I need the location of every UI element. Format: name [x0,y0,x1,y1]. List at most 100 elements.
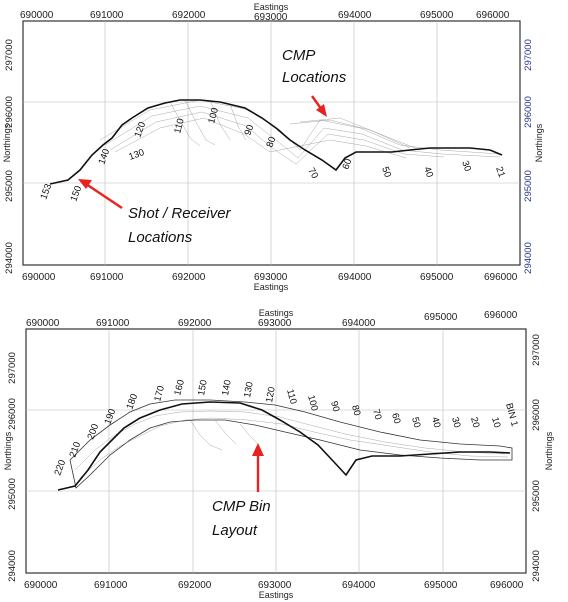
top-northings-label-right: Northings [534,123,544,162]
tick-label: 690000 [26,318,60,329]
station-label: 90 [242,123,256,137]
annotation-line-1: CMP [282,47,315,64]
tick-label: 696000 [484,310,518,321]
top-northings-ticks-left: 297000 296000 295000 294000 [4,39,15,274]
bin-label: 190 [102,407,118,426]
tick-label: 691000 [90,10,124,21]
tick-label: 695000 [424,312,458,323]
station-label: 80 [264,135,278,149]
top-eastings-label-top: Eastings [254,2,289,12]
station-label: 60 [340,157,354,171]
station-label: 130 [127,147,146,163]
tick-label: 297000 [7,352,18,384]
tick-label: 696000 [476,10,510,21]
bin-label: 90 [328,400,341,413]
bin-label: 60 [389,412,402,425]
bin-label: 40 [429,416,442,429]
cmp-locations-annotation: CMP Locations [282,47,347,117]
station-label: 50 [379,165,393,179]
bin-label: 130 [242,381,256,399]
shot-receiver-annotation: Shot / Receiver Locations [78,179,232,246]
arrowhead [78,179,92,189]
tick-label: 690000 [24,580,58,591]
station-label: 150 [68,184,84,203]
tick-label: 694000 [338,272,372,283]
tick-label: 295000 [523,170,534,202]
tick-label: 297000 [523,39,534,71]
bin-label: 200 [85,422,101,441]
bin-label: 220 [52,458,68,477]
tick-label: 693000 [254,272,288,283]
top-map: Eastings Eastings Northings Northings 69… [2,2,544,292]
top-cmp-scatter [99,99,501,165]
tick-label: 694000 [338,10,372,21]
tick-label: 691000 [96,318,130,329]
station-label: 140 [96,147,112,166]
bin-label: 20 [468,416,481,429]
tick-label: 693000 [258,580,292,591]
bottom-bin-labels: 220 210 200 190 180 170 160 150 140 130 … [52,379,519,477]
tick-label: 690000 [20,10,54,21]
bin-label: 170 [152,385,167,403]
arrowhead [316,104,327,117]
tick-label: 294000 [523,242,534,274]
tick-label: 295000 [4,170,15,202]
bottom-eastings-label-top: Eastings [259,308,294,318]
tick-label: 296000 [523,96,534,128]
bottom-map-grid [26,329,526,573]
annotation-line-2: Layout [212,522,258,539]
cmp-bin-annotation: CMP Bin Layout [212,443,271,539]
station-label: 120 [132,120,148,139]
tick-label: 692000 [172,272,206,283]
tick-label: 695000 [420,10,454,21]
bottom-eastings-ticks-bottom: 690000 691000 692000 693000 694000 69500… [24,580,524,591]
top-eastings-label-bottom: Eastings [254,282,289,292]
tick-label: 694000 [342,318,376,329]
station-label: 110 [172,117,187,134]
bin-label: 100 [305,394,320,412]
station-label: 21 [493,165,507,179]
station-label: 40 [421,165,435,179]
tick-label: 295000 [7,478,18,510]
bin-label: 180 [124,392,140,411]
annotation-line-1: Shot / Receiver [128,205,232,222]
bin-label: 140 [220,379,234,397]
tick-label: 294000 [4,242,15,274]
bottom-northings-ticks-left: 297000 296000 295000 294000 [7,352,18,582]
tick-label: 690000 [22,272,56,283]
tick-label: 296000 [531,399,542,431]
top-map-frame [22,20,521,266]
tick-label: 693000 [258,318,292,329]
tick-label: 693000 [254,12,288,23]
tick-label: 694000 [342,580,376,591]
tick-label: 691000 [90,272,124,283]
top-station-labels: 153 150 140 130 120 110 100 90 80 70 60 … [38,107,507,203]
tick-label: 691000 [94,580,128,591]
bottom-northings-ticks-right: 297000 296000 295000 294000 [531,334,542,582]
top-northings-label-left: Northings [2,123,12,162]
tick-label: 692000 [178,580,212,591]
tick-label: 295000 [531,480,542,512]
tick-label: 297000 [531,334,542,366]
annotation-arrow [85,183,123,209]
station-label: 100 [206,107,221,125]
top-northings-ticks-right: 297000 296000 295000 294000 [523,39,534,274]
tick-label: 695000 [424,580,458,591]
bottom-northings-label-right: Northings [544,431,554,470]
bin-label: 50 [409,416,422,429]
tick-label: 692000 [178,318,212,329]
bottom-eastings-ticks-top: 690000 691000 692000 693000 694000 69500… [26,310,518,329]
bin-label: 70 [370,408,383,421]
tick-label: 297000 [4,39,15,71]
top-map-grid [23,21,520,265]
bin-label: 30 [449,416,462,429]
bottom-eastings-label-bottom: Eastings [259,590,294,600]
tick-label: 294000 [531,550,542,582]
bin-label: 120 [264,386,278,404]
station-label: 30 [459,159,473,173]
top-eastings-ticks-bottom: 690000 691000 692000 693000 694000 69500… [22,272,518,283]
arrowhead [252,443,264,456]
bin-label: 80 [349,404,362,417]
bottom-shot-receiver-line [57,401,511,491]
